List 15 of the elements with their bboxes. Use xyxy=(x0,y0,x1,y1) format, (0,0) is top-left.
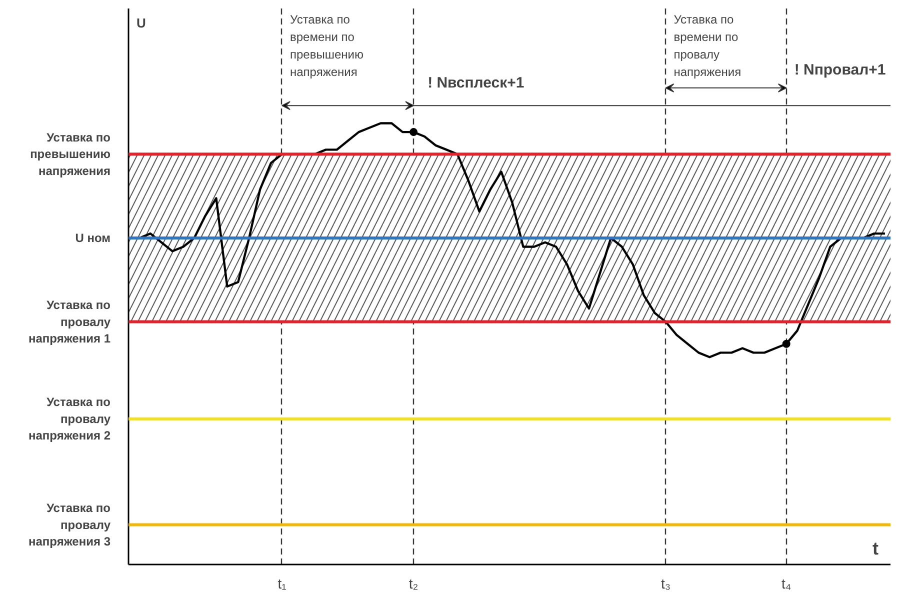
ref-line-label: Уставка по провалу напряжения 3 xyxy=(28,500,111,549)
annotation: ! Nвсплеск+1 xyxy=(428,74,524,92)
x-tick-label: t₃ xyxy=(660,576,671,592)
y-axis-title: U xyxy=(136,16,146,30)
annotation: Уставка по времени по провалу напряжения xyxy=(674,12,742,79)
x-tick-label: t₂ xyxy=(408,576,418,592)
x-axis-title: t xyxy=(872,538,879,558)
ref-line-label: Уставка по превышению напряжения xyxy=(30,130,111,178)
annotation: Уставка по времени по превышению напряжения xyxy=(290,12,364,79)
ref-line-label: Уставка по провалу напряжения 2 xyxy=(28,395,111,443)
annotation: ! Nпровал+1 xyxy=(794,61,886,78)
ref-line-label: Уставка по провалу напряжения 1 xyxy=(28,298,111,346)
x-tick-label: t₁ xyxy=(278,576,287,592)
ref-line-label: U ном xyxy=(75,230,111,245)
x-tick-label: t₄ xyxy=(782,576,792,592)
